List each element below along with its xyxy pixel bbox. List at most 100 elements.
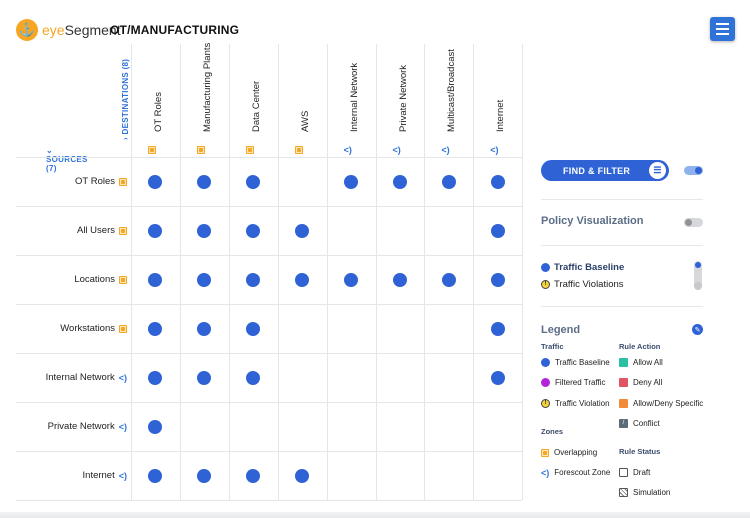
traffic-baseline-dot[interactable] (197, 370, 212, 385)
column-header-label: Data Center (250, 80, 262, 132)
row-header[interactable]: Private Network <) (0, 419, 127, 435)
traffic-baseline-dot[interactable] (246, 468, 261, 483)
traffic-baseline-dot[interactable] (344, 272, 359, 287)
legend-zones-heading: Zones (541, 427, 564, 436)
row-header[interactable]: Internet <) (0, 468, 127, 484)
traffic-baseline-dot[interactable] (148, 419, 163, 434)
traffic-baseline-dot[interactable] (148, 272, 163, 287)
traffic-baseline-dot[interactable] (441, 174, 456, 189)
row-header[interactable]: All Users (0, 223, 127, 239)
find-filter-label: FIND & FILTER (563, 165, 631, 176)
traffic-baseline-dot[interactable] (246, 370, 261, 385)
traffic-baseline-dot[interactable] (197, 321, 212, 336)
traffic-violation-icon: ! (541, 280, 550, 289)
traffic-baseline-dot[interactable] (295, 223, 310, 238)
traffic-baseline-dot[interactable] (246, 321, 261, 336)
traffic-baseline-dot[interactable] (344, 174, 359, 189)
legend-overlapping: Overlapping (541, 448, 597, 457)
overlapping-zone-icon (148, 146, 156, 154)
policy-visualization-toggle[interactable] (684, 218, 703, 227)
traffic-baseline-dot[interactable] (490, 223, 505, 238)
row-header[interactable]: Workstations (0, 321, 127, 337)
filtered-traffic-icon (541, 378, 550, 387)
forescout-zone-icon: <) (118, 372, 127, 383)
page-title: OT/MANUFACTURING (110, 23, 240, 37)
forescout-zone-icon: <) (343, 145, 352, 155)
page-footer-shadow (0, 512, 750, 518)
legend-conflict: / Conflict (619, 419, 660, 428)
traffic-baseline-dot[interactable] (197, 223, 212, 238)
column-header-label: Multicast/Broadcast (446, 49, 458, 132)
forescout-zone-icon: <) (118, 470, 127, 481)
forescout-zone-icon: <) (490, 145, 499, 155)
traffic-baseline-dot[interactable] (148, 468, 163, 483)
traffic-baseline-option[interactable]: Traffic Baseline (541, 262, 624, 273)
traffic-baseline-dot[interactable] (295, 272, 310, 287)
traffic-violations-label: Traffic Violations (554, 279, 624, 290)
column-header[interactable]: Private Network <) (392, 54, 410, 155)
legend-deny-all: Deny All (619, 378, 662, 387)
find-filter-button[interactable]: FIND & FILTER ☰ (541, 160, 669, 181)
traffic-baseline-dot[interactable] (490, 272, 505, 287)
traffic-mode-slider[interactable] (694, 261, 702, 290)
traffic-baseline-dot[interactable] (490, 370, 505, 385)
legend-allow-all: Allow All (619, 358, 663, 367)
column-header[interactable]: Data Center (245, 54, 263, 154)
overlapping-zone-icon (196, 146, 205, 154)
forescout-zone-icon: <) (541, 467, 550, 478)
sources-toggle[interactable]: ⌄ SOURCES (7) (46, 146, 88, 173)
row-header-label: Internet (82, 470, 115, 481)
traffic-baseline-dot[interactable] (441, 272, 456, 287)
traffic-baseline-dot[interactable] (197, 272, 212, 287)
legend-rule-action-heading: Rule Action (619, 342, 661, 351)
traffic-baseline-dot[interactable] (148, 370, 163, 385)
grid-line (16, 255, 523, 256)
legend-edit-icon[interactable]: ✎ (692, 324, 703, 335)
destinations-toggle[interactable]: › DESTINATIONS (8) (121, 58, 130, 140)
hamburger-menu-button[interactable] (710, 17, 735, 41)
traffic-baseline-dot[interactable] (148, 321, 163, 336)
column-header[interactable]: Internal Network <) (343, 54, 361, 155)
legend-rule-status-heading: Rule Status (619, 447, 661, 456)
traffic-baseline-dot[interactable] (490, 321, 505, 336)
row-header-label: OT Roles (75, 176, 115, 187)
row-header[interactable]: Locations (0, 272, 127, 288)
column-header[interactable]: AWS (294, 54, 312, 154)
conflict-icon: / (619, 419, 628, 428)
traffic-baseline-dot[interactable] (197, 468, 212, 483)
grid-line (16, 353, 523, 354)
row-header[interactable]: Internal Network <) (0, 370, 127, 386)
traffic-baseline-dot[interactable] (490, 174, 505, 189)
column-header-label: Manufacturing Plants (201, 42, 213, 132)
column-header[interactable]: OT Roles (147, 54, 165, 154)
legend-filtered-traffic: Filtered Traffic (541, 378, 606, 387)
traffic-baseline-dot[interactable] (148, 174, 163, 189)
find-filter-toggle[interactable] (684, 166, 703, 175)
deny-all-swatch-icon (619, 378, 628, 387)
overlapping-zone-icon (245, 146, 254, 154)
row-header[interactable]: OT Roles (0, 174, 127, 190)
traffic-baseline-dot[interactable] (392, 272, 407, 287)
column-header[interactable]: Manufacturing Plants (196, 42, 214, 154)
grid-line (179, 44, 181, 500)
column-header[interactable]: Multicast/Broadcast <) (440, 49, 458, 154)
traffic-baseline-dot[interactable] (246, 272, 261, 287)
traffic-baseline-dot[interactable] (295, 468, 310, 483)
grid-line (16, 206, 523, 207)
column-header-label: Internal Network (348, 62, 360, 132)
overlapping-zone-icon (119, 177, 127, 186)
traffic-baseline-dot[interactable] (148, 223, 163, 238)
grid-line (326, 44, 328, 500)
column-header[interactable]: Internet <) (489, 54, 507, 155)
traffic-violations-option[interactable]: ! Traffic Violations (541, 279, 624, 290)
traffic-baseline-dot[interactable] (392, 174, 407, 189)
grid-line (16, 500, 523, 501)
traffic-baseline-dot[interactable] (246, 174, 261, 189)
grid-line (424, 44, 426, 500)
draft-icon (619, 468, 628, 477)
overlapping-zone-icon (294, 146, 303, 154)
traffic-baseline-dot[interactable] (197, 174, 212, 189)
grid-line (277, 44, 279, 500)
overlapping-zone-icon (541, 448, 549, 457)
traffic-baseline-dot[interactable] (246, 223, 261, 238)
